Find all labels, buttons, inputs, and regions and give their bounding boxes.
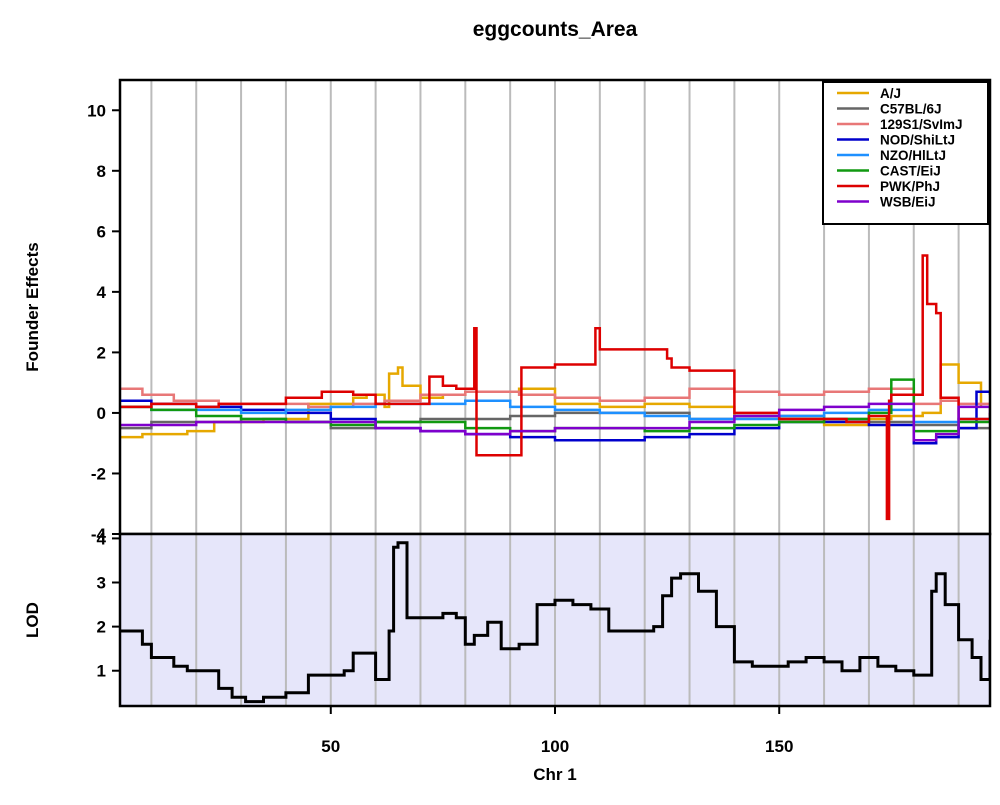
- founder-effects-y-label: Founder Effects: [23, 242, 42, 371]
- legend: A/JC57BL/6J129S1/SvImJNOD/ShiLtJNZO/HlLt…: [822, 81, 989, 225]
- panel-0-y-tick-label: 10: [87, 101, 106, 120]
- x-tick-label: 50: [321, 737, 340, 756]
- series-line-nzo-hlltj: [120, 399, 990, 424]
- legend-entry: WSB/EiJ: [880, 195, 936, 210]
- panel-0-y-tick-label: 2: [97, 343, 106, 362]
- legend-entry: 129S1/SvImJ: [880, 117, 963, 132]
- panel-0-y-tick-label: 0: [97, 404, 106, 423]
- panel-0-series-group: [120, 254, 990, 521]
- series-line-pwk-phj: [120, 254, 990, 521]
- panel-1-series-group: [120, 541, 990, 704]
- x-tick-label: 150: [765, 737, 793, 756]
- panel-1-y-tick-label: 2: [97, 618, 106, 637]
- x-axis-label: Chr 1: [533, 765, 576, 784]
- panel-1-y-tick-label: 1: [97, 662, 106, 681]
- legend-entry: C57BL/6J: [880, 102, 942, 117]
- panel-1-y-tick-label: 3: [97, 574, 106, 593]
- panel-0-y-tick-label: 8: [97, 162, 106, 181]
- panel-0-y-tick-label: 4: [97, 283, 107, 302]
- series-line-lod: [120, 541, 990, 704]
- lod-y-label: LOD: [23, 602, 42, 638]
- chart-title: eggcounts_Area: [473, 18, 638, 41]
- panel-1-y-tick-label: 4: [97, 529, 107, 548]
- legend-entry: CAST/EiJ: [880, 164, 941, 179]
- legend-entry: NZO/HlLtJ: [880, 148, 946, 163]
- panel-0-y-tick-label: 6: [97, 222, 106, 241]
- series-line-wsb-eij: [120, 402, 990, 442]
- legend-entry: A/J: [880, 86, 901, 101]
- panel-0-y-tick-label: -4: [91, 525, 107, 544]
- x-tick-label: 100: [541, 737, 569, 756]
- panel-0-y-tick-label: -2: [91, 464, 106, 483]
- legend-entry: PWK/PhJ: [880, 179, 940, 194]
- legend-entry: NOD/ShiLtJ: [880, 133, 955, 148]
